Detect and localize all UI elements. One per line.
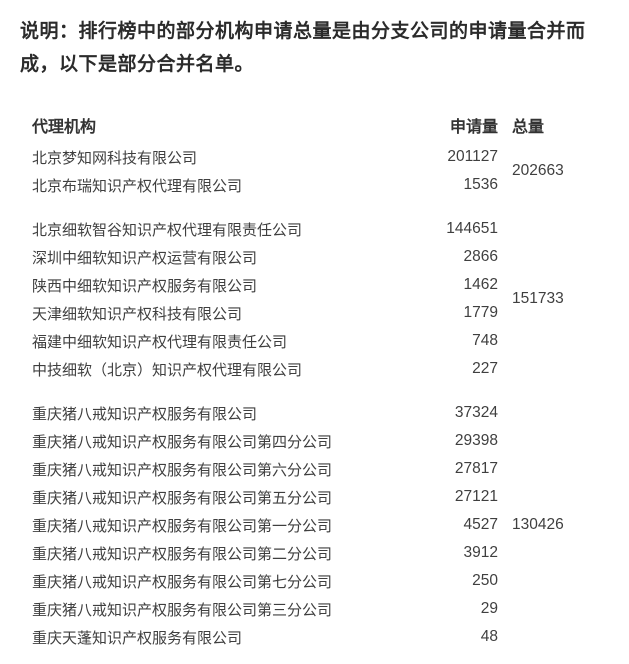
- applications-value: 4527: [463, 516, 498, 533]
- table-row: 北京布瑞知识产权代理有限公司 1536: [32, 171, 498, 199]
- merge-list-table: 代理机构 申请量 总量 北京梦知网科技有限公司 201127 北京布瑞知识产权代理有…: [32, 111, 588, 651]
- applications-value: 250: [472, 572, 498, 589]
- col-header-total: 总量: [512, 119, 545, 136]
- agency-name: 北京细软智谷知识产权代理有限责任公司: [32, 221, 303, 239]
- table-row: 重庆猪八戒知识产权服务有限公司第一分公司 4527: [32, 511, 498, 539]
- agency-group: 北京梦知网科技有限公司 201127 北京布瑞知识产权代理有限公司 1536 20266…: [32, 143, 588, 199]
- agency-group-rows: 北京梦知网科技有限公司 201127 北京布瑞知识产权代理有限公司 1536: [32, 143, 498, 199]
- table-row: 中技细软（北京）知识产权代理有限公司 227: [32, 355, 498, 383]
- agency-name: 深圳中细软知识产权运营有限公司: [32, 249, 258, 267]
- applications-value: 37324: [454, 404, 498, 421]
- col-header-agency: 代理机构: [32, 119, 97, 136]
- agency-name: 重庆天蓬知识产权服务有限公司: [32, 629, 243, 647]
- agency-name: 重庆猪八戒知识产权服务有限公司: [32, 405, 258, 423]
- col-header-applications: 申请量: [449, 119, 498, 136]
- applications-value: 1779: [463, 304, 498, 321]
- table-row: 陕西中细软知识产权服务有限公司 1462: [32, 271, 498, 299]
- applications-value: 27817: [454, 460, 498, 477]
- group-total-value: 202663: [512, 162, 564, 179]
- agency-name: 天津细软知识产权科技有限公司: [32, 305, 243, 323]
- applications-value: 2866: [463, 248, 498, 265]
- applications-value: 1536: [463, 176, 498, 193]
- agency-name: 陕西中细软知识产权服务有限公司: [32, 277, 258, 295]
- table-row: 天津细软知识产权科技有限公司 1779: [32, 299, 498, 327]
- agency-name: 重庆猪八戒知识产权服务有限公司第五分公司: [32, 489, 333, 507]
- table-row: 重庆猪八戒知识产权服务有限公司第五分公司 27121: [32, 483, 498, 511]
- agency-group-rows: 重庆猪八戒知识产权服务有限公司 37324 重庆猪八戒知识产权服务有限公司第四分公司…: [32, 399, 498, 651]
- table-row: 深圳中细软知识产权运营有限公司 2866: [32, 243, 498, 271]
- agency-group: 北京细软智谷知识产权代理有限责任公司 144651 深圳中细软知识产权运营有限公司 2…: [32, 215, 588, 383]
- table-row: 重庆猪八戒知识产权服务有限公司 37324: [32, 399, 498, 427]
- applications-value: 201127: [447, 148, 498, 165]
- agency-name: 北京梦知网科技有限公司: [32, 149, 198, 167]
- applications-value: 748: [472, 332, 498, 349]
- applications-value: 29398: [454, 432, 498, 449]
- table-header-row: 代理机构 申请量 总量: [32, 111, 588, 139]
- applications-value: 227: [472, 360, 498, 377]
- agency-name: 重庆猪八戒知识产权服务有限公司第一分公司: [32, 517, 333, 535]
- applications-value: 1462: [463, 276, 498, 293]
- agency-name: 重庆猪八戒知识产权服务有限公司第四分公司: [32, 433, 333, 451]
- agency-name: 重庆猪八戒知识产权服务有限公司第二分公司: [32, 545, 333, 563]
- group-total-value: 130426: [512, 516, 564, 533]
- agency-group-rows: 北京细软智谷知识产权代理有限责任公司 144651 深圳中细软知识产权运营有限公司 2…: [32, 215, 498, 383]
- table-body: 北京梦知网科技有限公司 201127 北京布瑞知识产权代理有限公司 1536 20266…: [32, 143, 588, 651]
- table-row: 重庆猪八戒知识产权服务有限公司第二分公司 3912: [32, 539, 498, 567]
- agency-name: 重庆猪八戒知识产权服务有限公司第三分公司: [32, 601, 333, 619]
- applications-value: 48: [480, 628, 498, 645]
- table-row: 重庆猪八戒知识产权服务有限公司第四分公司 29398: [32, 427, 498, 455]
- agency-name: 重庆猪八戒知识产权服务有限公司第六分公司: [32, 461, 333, 479]
- applications-value: 144651: [446, 220, 498, 237]
- applications-value: 29: [480, 600, 498, 617]
- table-row: 北京细软智谷知识产权代理有限责任公司 144651: [32, 215, 498, 243]
- table-row: 重庆猪八戒知识产权服务有限公司第六分公司 27817: [32, 455, 498, 483]
- intro-note: 说明：排行榜中的部分机构申请总量是由分支公司的申请量合并而成，以下是部分合并名单…: [20, 21, 586, 75]
- applications-value: 27121: [454, 488, 498, 505]
- agency-name: 北京布瑞知识产权代理有限公司: [32, 177, 243, 195]
- applications-value: 3912: [463, 544, 498, 561]
- table-row: 重庆天蓬知识产权服务有限公司 48: [32, 623, 498, 651]
- table-row: 北京梦知网科技有限公司 201127: [32, 143, 498, 171]
- table-row: 福建中细软知识产权代理有限责任公司 748: [32, 327, 498, 355]
- table-row: 重庆猪八戒知识产权服务有限公司第七分公司 250: [32, 567, 498, 595]
- agency-name: 福建中细软知识产权代理有限责任公司: [32, 333, 288, 351]
- agency-name: 中技细软（北京）知识产权代理有限公司: [32, 361, 303, 379]
- agency-name: 重庆猪八戒知识产权服务有限公司第七分公司: [32, 573, 333, 591]
- group-total-value: 151733: [512, 290, 564, 307]
- table-row: 重庆猪八戒知识产权服务有限公司第三分公司 29: [32, 595, 498, 623]
- agency-group: 重庆猪八戒知识产权服务有限公司 37324 重庆猪八戒知识产权服务有限公司第四分公司…: [32, 399, 588, 651]
